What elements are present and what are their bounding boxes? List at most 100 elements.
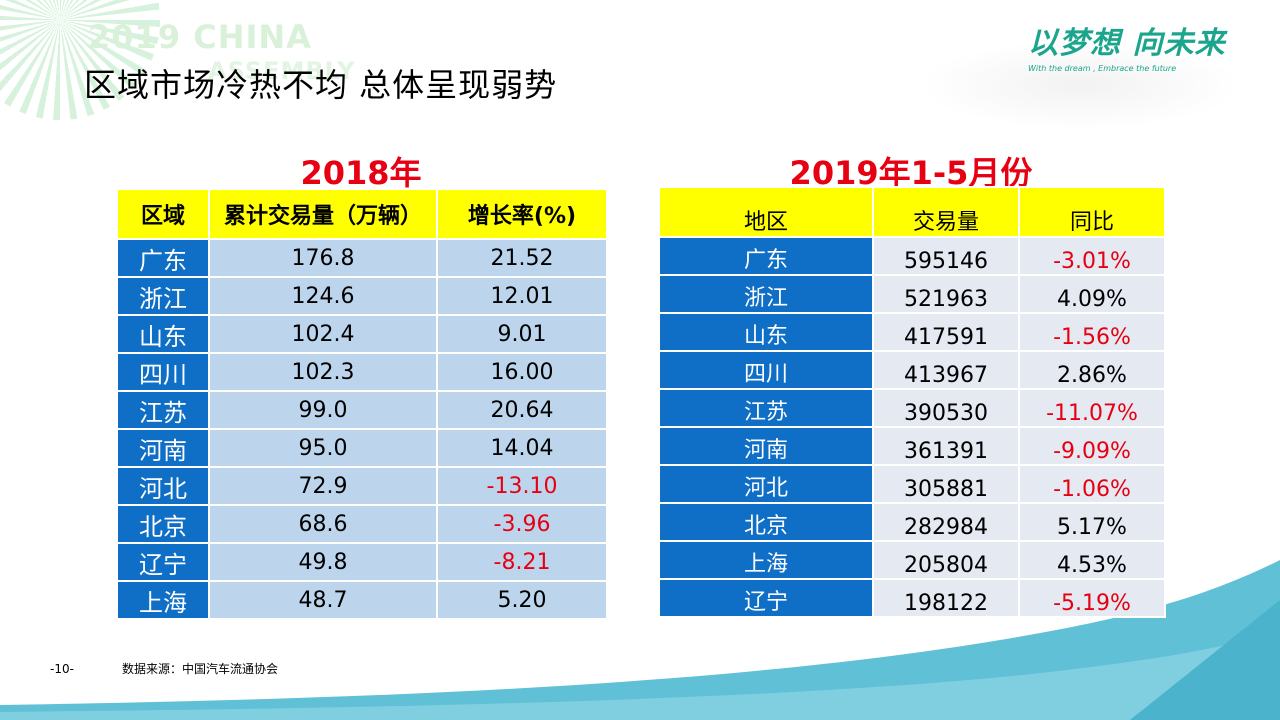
volume-cell: 124.6 — [208, 276, 438, 316]
table-row: 四川 102.3 16.00 — [116, 352, 608, 392]
column-header: 增长率(%) — [436, 188, 608, 240]
region-cell: 山东 — [658, 312, 874, 352]
table-2019-title: 2019年1-5月份 — [789, 154, 1033, 192]
volume-cell: 521963 — [872, 274, 1020, 314]
yoy-cell: 4.53% — [1018, 540, 1166, 580]
volume-cell: 99.0 — [208, 390, 438, 430]
yoy-cell: -3.01% — [1018, 236, 1166, 276]
region-cell: 河北 — [658, 464, 874, 504]
yoy-cell: 2.86% — [1018, 350, 1166, 390]
table-row: 山东 102.4 9.01 — [116, 314, 608, 354]
volume-cell: 390530 — [872, 388, 1020, 428]
volume-cell: 102.3 — [208, 352, 438, 392]
region-cell: 河南 — [658, 426, 874, 466]
region-cell: 辽宁 — [658, 578, 874, 618]
table-row: 上海 48.7 5.20 — [116, 580, 608, 620]
region-cell: 河南 — [116, 428, 210, 468]
growth-cell: -8.21 — [436, 542, 608, 582]
table-row: 广东 595146 -3.01% — [658, 236, 1166, 276]
region-cell: 江苏 — [658, 388, 874, 428]
watermark-line2: ASSEMBLY — [208, 57, 356, 85]
table-2018: 区域 累计交易量（万辆） 增长率(%) 广东 176.8 21.52 浙江 124.6 12.0… — [116, 188, 608, 620]
column-header: 累计交易量（万辆） — [208, 188, 438, 240]
growth-cell: 12.01 — [436, 276, 608, 316]
region-cell: 上海 — [658, 540, 874, 580]
yoy-cell: -1.06% — [1018, 464, 1166, 504]
yoy-cell: -9.09% — [1018, 426, 1166, 466]
column-header: 地区 — [658, 186, 874, 238]
region-cell: 上海 — [116, 580, 210, 620]
growth-cell: 16.00 — [436, 352, 608, 392]
volume-cell: 72.9 — [208, 466, 438, 506]
decorative-fade — [920, 40, 1240, 130]
region-cell: 辽宁 — [116, 542, 210, 582]
growth-cell: -3.96 — [436, 504, 608, 544]
table-row: 江苏 390530 -11.07% — [658, 388, 1166, 428]
region-cell: 河北 — [116, 466, 210, 506]
background-watermark: 2019 CHINA ASSEMBLY — [88, 20, 356, 88]
column-header: 交易量 — [872, 186, 1020, 238]
volume-cell: 48.7 — [208, 580, 438, 620]
yoy-cell: -5.19% — [1018, 578, 1166, 618]
volume-cell: 102.4 — [208, 314, 438, 354]
volume-cell: 205804 — [872, 540, 1020, 580]
region-cell: 广东 — [116, 238, 210, 278]
table-row: 山东 417591 -1.56% — [658, 312, 1166, 352]
table-row: 河南 95.0 14.04 — [116, 428, 608, 468]
volume-cell: 417591 — [872, 312, 1020, 352]
watermark-line1: 2019 CHINA — [88, 18, 312, 56]
region-cell: 广东 — [658, 236, 874, 276]
growth-cell: 21.52 — [436, 238, 608, 278]
table-row: 上海 205804 4.53% — [658, 540, 1166, 580]
logo-tagline: With the dream , Embrace the future — [1028, 64, 1177, 73]
column-header: 区域 — [116, 188, 210, 240]
region-cell: 四川 — [658, 350, 874, 390]
growth-cell: 14.04 — [436, 428, 608, 468]
yoy-cell: 4.09% — [1018, 274, 1166, 314]
region-cell: 江苏 — [116, 390, 210, 430]
table-row: 河北 305881 -1.06% — [658, 464, 1166, 504]
region-cell: 山东 — [116, 314, 210, 354]
volume-cell: 68.6 — [208, 504, 438, 544]
volume-cell: 176.8 — [208, 238, 438, 278]
table-row: 河南 361391 -9.09% — [658, 426, 1166, 466]
table-row: 浙江 521963 4.09% — [658, 274, 1166, 314]
yoy-cell: 5.17% — [1018, 502, 1166, 542]
region-cell: 浙江 — [658, 274, 874, 314]
data-source-note: 数据来源：中国汽车流通协会 — [122, 662, 279, 676]
growth-cell: 9.01 — [436, 314, 608, 354]
page-number: -10- — [50, 662, 74, 676]
region-cell: 浙江 — [116, 276, 210, 316]
table-row: 辽宁 198122 -5.19% — [658, 578, 1166, 618]
growth-cell: 5.20 — [436, 580, 608, 620]
volume-cell: 305881 — [872, 464, 1020, 504]
table-row: 广东 176.8 21.52 — [116, 238, 608, 278]
table-row: 河北 72.9 -13.10 — [116, 466, 608, 506]
table-row: 四川 413967 2.86% — [658, 350, 1166, 390]
growth-cell: 20.64 — [436, 390, 608, 430]
table-header-row: 区域 累计交易量（万辆） 增长率(%) — [116, 188, 608, 240]
table-row: 浙江 124.6 12.01 — [116, 276, 608, 316]
yoy-cell: -1.56% — [1018, 312, 1166, 352]
growth-cell: -13.10 — [436, 466, 608, 506]
brand-logo: 以梦想 向未来 With the dream , Embrace the fut… — [1028, 18, 1248, 73]
region-cell: 四川 — [116, 352, 210, 392]
table-2018-title: 2018年 — [300, 154, 422, 192]
yoy-cell: -11.07% — [1018, 388, 1166, 428]
logo-slogan: 以梦想 向未来 — [1028, 26, 1226, 61]
table-row: 北京 68.6 -3.96 — [116, 504, 608, 544]
page-title: 区域市场冷热不均 总体呈现弱势 — [84, 66, 558, 104]
column-header: 同比 — [1018, 186, 1166, 238]
volume-cell: 595146 — [872, 236, 1020, 276]
volume-cell: 361391 — [872, 426, 1020, 466]
table-row: 江苏 99.0 20.64 — [116, 390, 608, 430]
volume-cell: 282984 — [872, 502, 1020, 542]
table-row: 辽宁 49.8 -8.21 — [116, 542, 608, 582]
region-cell: 北京 — [116, 504, 210, 544]
region-cell: 北京 — [658, 502, 874, 542]
table-header-row: 地区 交易量 同比 — [658, 186, 1166, 238]
volume-cell: 95.0 — [208, 428, 438, 468]
table-row: 北京 282984 5.17% — [658, 502, 1166, 542]
volume-cell: 413967 — [872, 350, 1020, 390]
table-2019: 地区 交易量 同比 广东 595146 -3.01% 浙江 521963 4.09% 山东 4175… — [658, 186, 1166, 618]
